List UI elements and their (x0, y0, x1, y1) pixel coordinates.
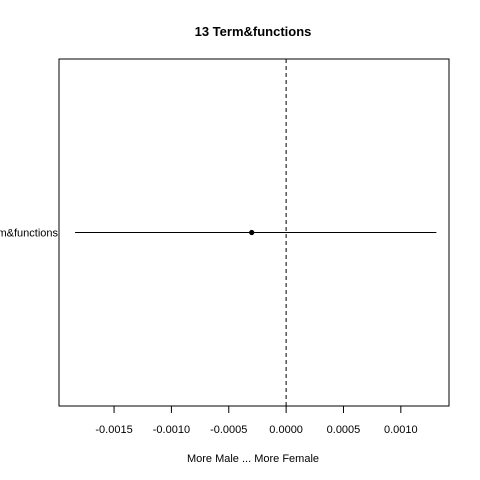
x-tick-label: 0.0000 (269, 424, 303, 436)
x-axis: -0.0015 -0.0010 -0.0005 0.0000 0.0005 0.0010 (95, 405, 418, 436)
x-tick-label: 0.0010 (384, 424, 418, 436)
chart-title: 13 Term&functions (195, 24, 312, 39)
x-tick-label: 0.0005 (327, 424, 361, 436)
x-tick-label: -0.0005 (210, 424, 247, 436)
estimate-point (249, 229, 255, 236)
x-axis-label: More Male ... More Female (187, 453, 319, 465)
y-axis-labels: Term&functions (0, 228, 58, 240)
x-tick-label: -0.0015 (95, 424, 132, 436)
y-category-label: Term&functions (0, 228, 58, 240)
x-tick-label: -0.0010 (153, 424, 190, 436)
data-marks (75, 229, 437, 236)
